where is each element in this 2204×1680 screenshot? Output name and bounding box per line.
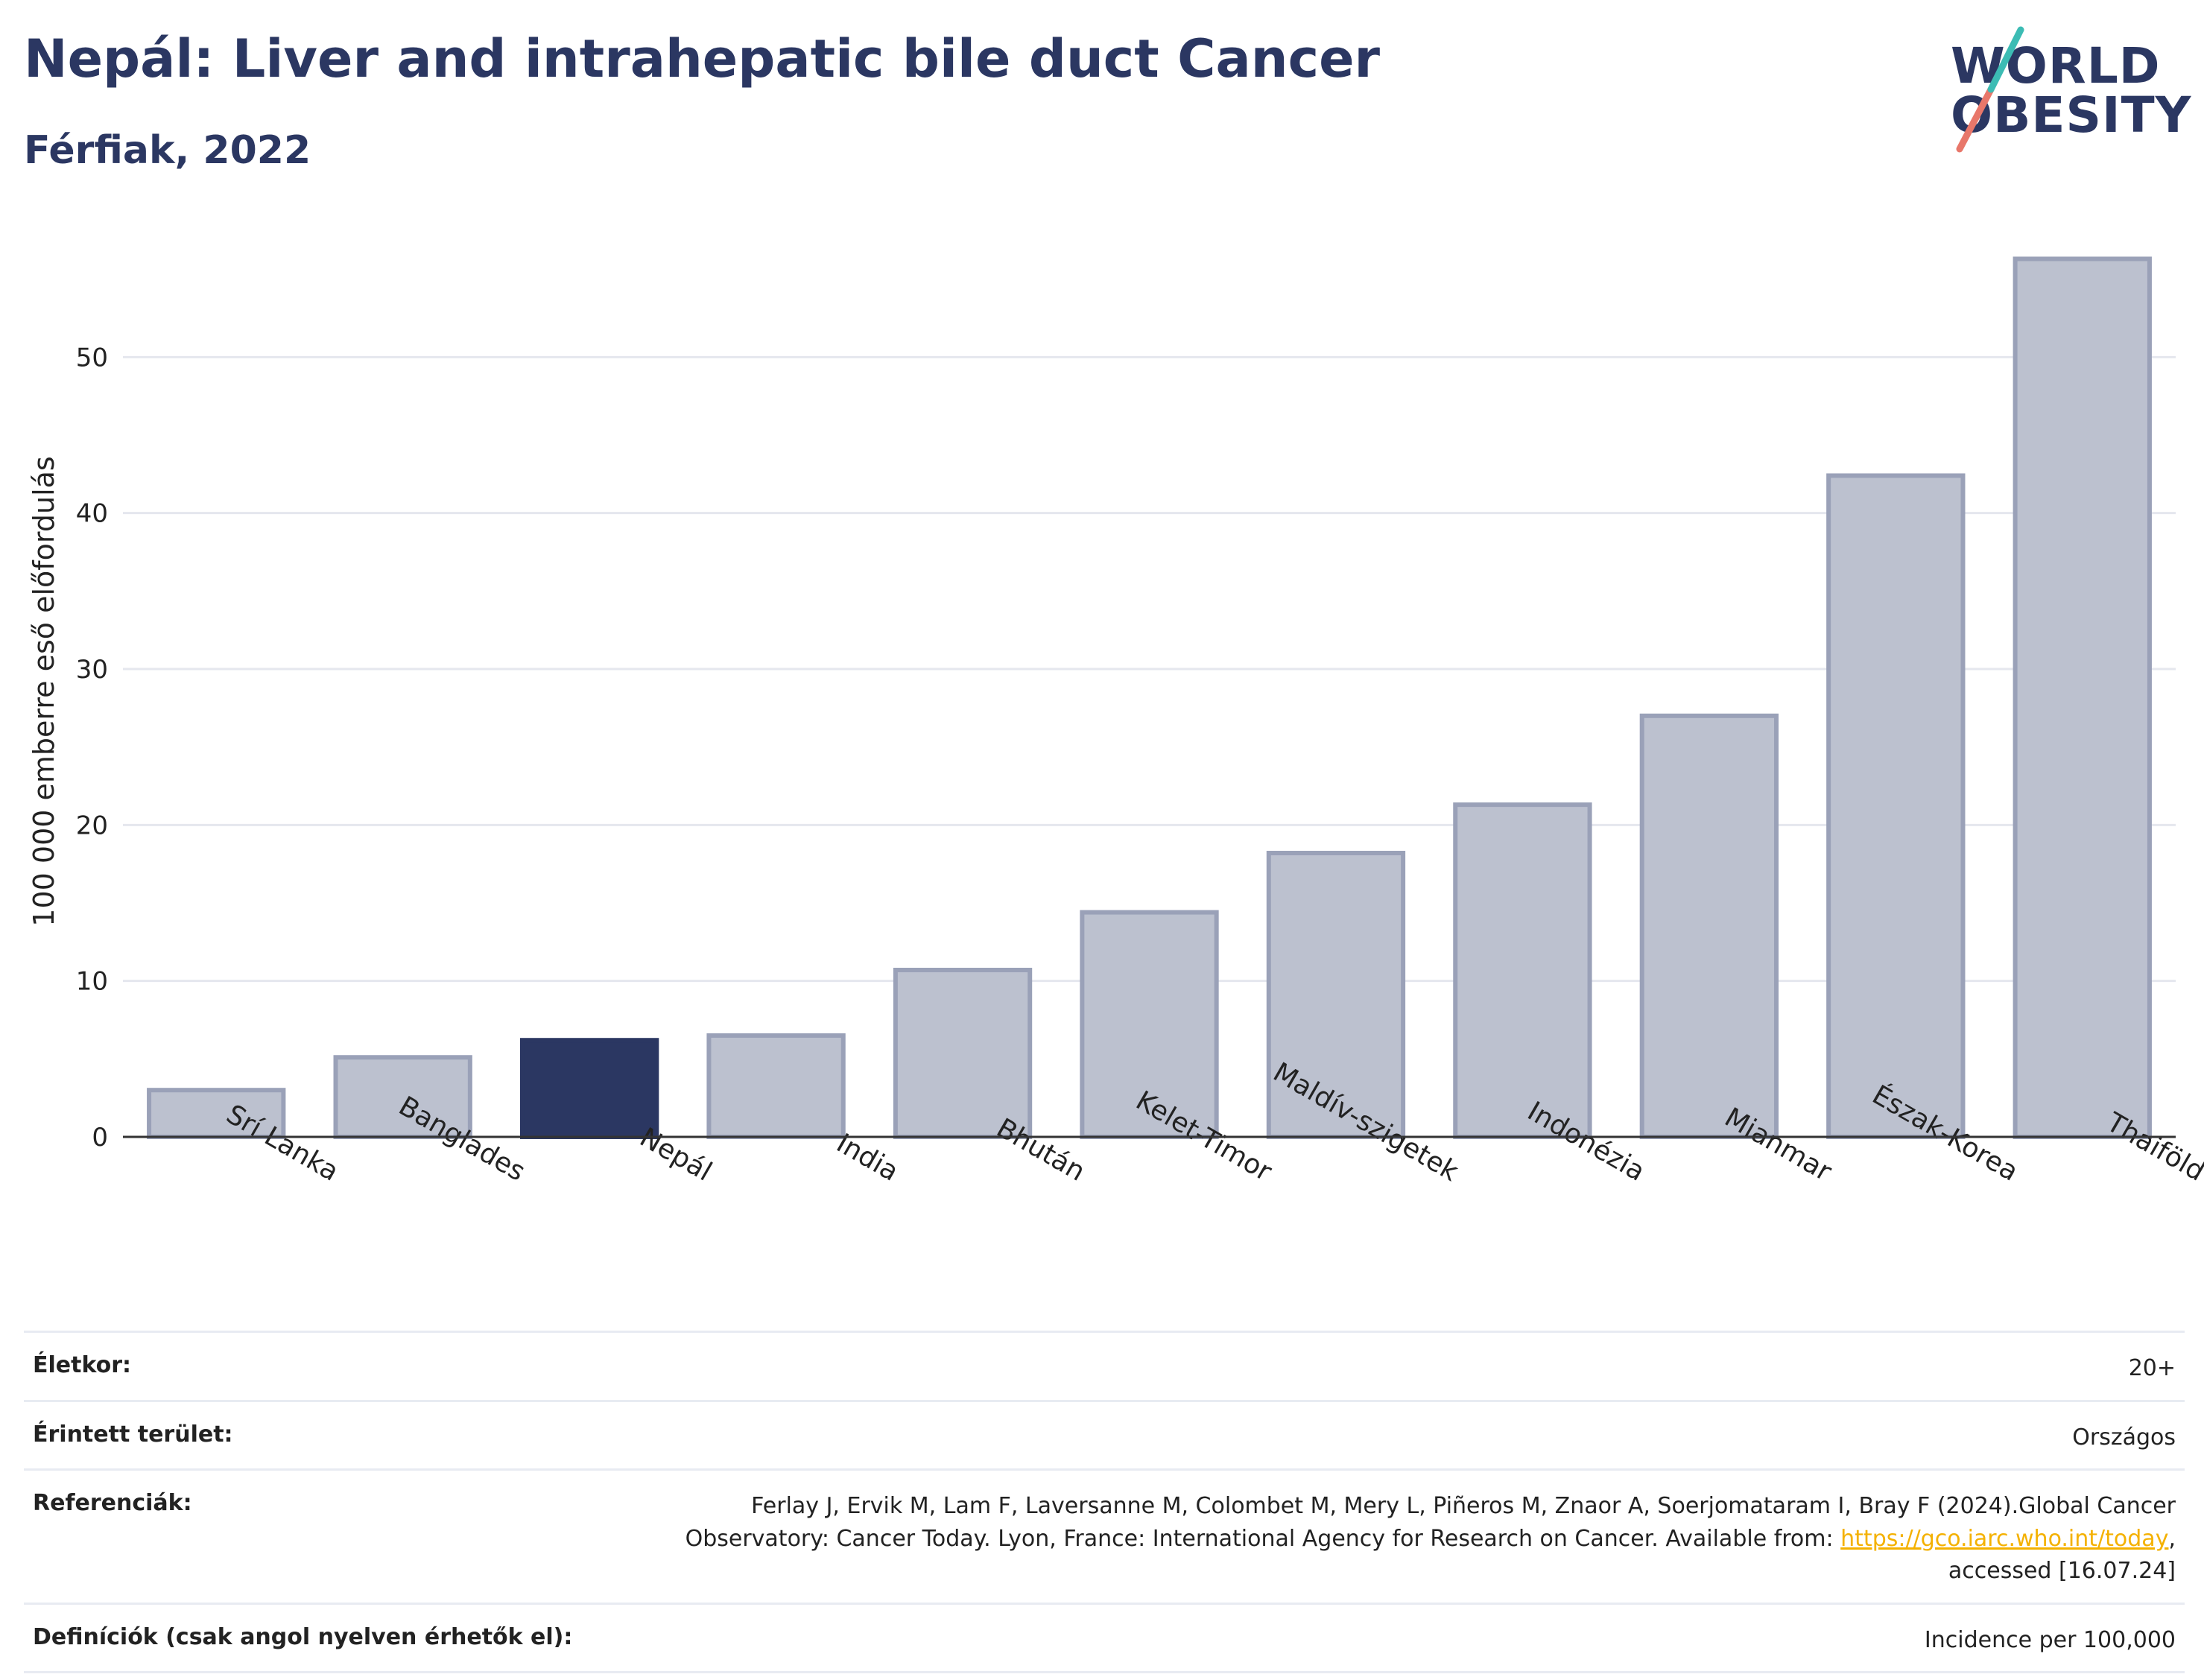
references-accessed: , accessed [16.07.24] (1948, 1525, 2176, 1585)
age-value: 20+ (2128, 1355, 2176, 1381)
chart-subtitle: Férfiak, 2022 (24, 128, 311, 173)
x-tick-label: Thaiföld (2100, 1107, 2204, 1188)
chart-title: Nepál: Liver and intrahepatic bile duct … (24, 28, 1381, 89)
y-tick-label: 50 (76, 343, 108, 373)
bar (1826, 473, 1966, 1139)
bar (1266, 851, 1406, 1139)
footer-row-references: Referenciák: Ferlay J, Ervik M, Lam F, L… (24, 1468, 2185, 1603)
bar (519, 1038, 659, 1140)
references-value: Ferlay J, Ervik M, Lam F, Laversanne M, … (648, 1490, 2176, 1588)
world-obesity-logo: WORLD OBESITY (1937, 22, 2191, 164)
bar (893, 968, 1033, 1139)
y-tick-label: 10 (76, 967, 108, 997)
logo-line-1: WORLD (1951, 37, 2161, 95)
area-label: Érintett terület: (33, 1421, 233, 1448)
footer-row-age: Életkor: 20+ (24, 1331, 2185, 1400)
references-text: Ferlay J, Ervik M, Lam F, Laversanne M, … (685, 1493, 2176, 1552)
area-value: Országos (2072, 1424, 2176, 1451)
footer-row-area: Érintett terület: Országos (24, 1399, 2185, 1469)
chart-footer: Életkor: 20+ Érintett terület: Országos … (24, 1331, 2185, 1673)
bar (1453, 802, 1592, 1139)
bar (2013, 256, 2152, 1139)
y-axis-title: 100 000 emberre eső előfordulás (28, 456, 60, 926)
bar (1639, 713, 1779, 1139)
definitions-value: Incidence per 100,000 (1924, 1626, 2176, 1653)
x-tick-label: Bhután (992, 1113, 1091, 1188)
y-tick-label: 20 (76, 811, 108, 840)
bar (706, 1033, 846, 1140)
references-link[interactable]: https://gco.iarc.who.int/today (1840, 1525, 2169, 1552)
logo-slash-icon (1956, 26, 2024, 153)
y-tick-label: 30 (76, 655, 108, 685)
x-tick-label: Nepál (635, 1122, 718, 1188)
bar (333, 1055, 472, 1139)
bar (1080, 910, 1219, 1139)
y-tick-label: 40 (76, 499, 108, 529)
bar-chart: 0 10 20 30 40 50 100 000 emberre eső előfordul… (28, 256, 2204, 1188)
definitions-label: Definíciók (csak angol nyelven érhetők e… (33, 1623, 573, 1650)
age-label: Életkor: (33, 1352, 132, 1378)
bar (147, 1088, 286, 1139)
references-label: Referenciák: (33, 1490, 192, 1516)
footer-row-definitions: Definíciók (csak angol nyelven érhetők e… (24, 1602, 2185, 1673)
y-tick-label: 0 (92, 1123, 108, 1153)
